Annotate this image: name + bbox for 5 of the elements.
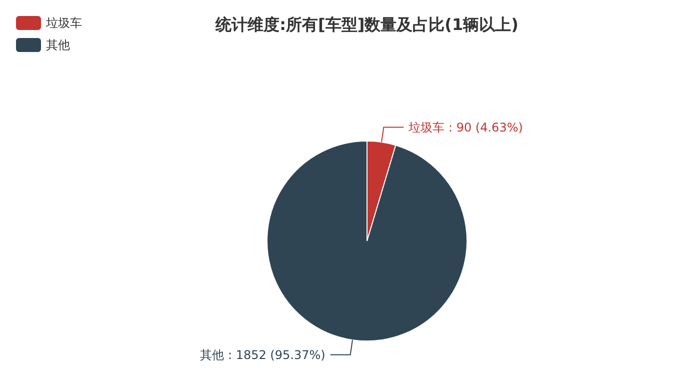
legend-label: 垃圾车 bbox=[46, 14, 82, 32]
legend-label: 其他 bbox=[46, 36, 70, 54]
chart-title: 统计维度:所有[车型]数量及占比(1辆以上) bbox=[214, 15, 518, 34]
data-label: 垃圾车 : 90 (4.63%) bbox=[408, 120, 523, 134]
data-label: 其他 : 1852 (95.37%) bbox=[200, 348, 326, 362]
